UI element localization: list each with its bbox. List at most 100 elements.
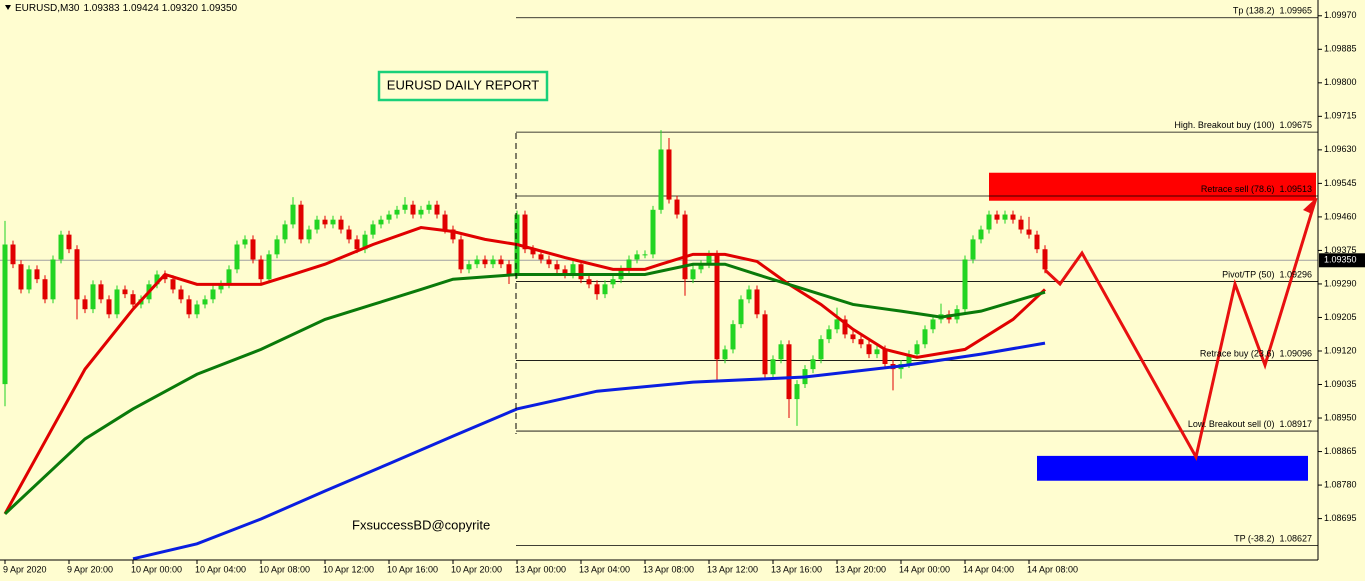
candle-body [74, 249, 80, 300]
x-tick-label: 13 Apr 00:00 [515, 564, 566, 574]
candle-body [26, 269, 32, 290]
x-tick-label: 9 Apr 2020 [3, 564, 47, 574]
candle-body [322, 219, 328, 225]
y-tick-label: 1.09460 [1324, 211, 1357, 221]
candle-body [330, 219, 336, 225]
candle-body [58, 234, 64, 260]
candle-body [658, 149, 664, 210]
candle-body [642, 254, 648, 256]
x-tick-label: 10 Apr 04:00 [195, 564, 246, 574]
candle-body [986, 214, 992, 230]
candle-body [186, 299, 192, 315]
candle-body [394, 209, 400, 215]
candle-body [90, 284, 96, 310]
candle-body [690, 269, 696, 280]
candle-body [250, 239, 256, 260]
y-tick-label: 1.08780 [1324, 479, 1357, 489]
level-name: Pivot/TP (50) [1222, 270, 1274, 280]
candle-body [610, 279, 616, 285]
candle-body [410, 204, 416, 215]
candle-body [130, 294, 136, 305]
candle-body [538, 254, 544, 260]
level-label: Tp (138.2) 1.09965 [1233, 6, 1312, 16]
candle-body [874, 349, 880, 355]
candle-body [962, 259, 968, 310]
zone [1037, 455, 1308, 481]
candle-body [378, 219, 384, 225]
candle-body [674, 199, 680, 215]
x-tick-label: 10 Apr 00:00 [131, 564, 182, 574]
chart-title: EURUSD DAILY REPORT [387, 77, 539, 92]
moving-average [3, 262, 1046, 515]
candle-body [554, 264, 560, 270]
candle-body [170, 279, 176, 290]
candle-body [562, 269, 568, 275]
candle-body [882, 349, 888, 364]
y-tick-label: 1.09375 [1324, 245, 1357, 255]
candle-body [1002, 214, 1008, 220]
y-tick-label: 1.09630 [1324, 144, 1357, 154]
candle-body [570, 264, 576, 275]
candle-body [314, 219, 320, 230]
last-price-box [1319, 253, 1365, 268]
level-value: 1.09675 [1279, 120, 1312, 130]
candle-body [722, 349, 728, 360]
x-tick-label: 13 Apr 08:00 [643, 564, 694, 574]
x-tick-label: 14 Apr 00:00 [899, 564, 950, 574]
candle-body [226, 269, 232, 285]
candle-body [922, 329, 928, 345]
y-tick-label: 1.09120 [1324, 345, 1357, 355]
candle-body [914, 344, 920, 355]
candle-body [626, 259, 632, 270]
candle-body [466, 264, 472, 270]
candle-body [698, 264, 704, 270]
candle-body [738, 299, 744, 325]
y-tick-label: 1.09970 [1324, 10, 1357, 20]
candle-body [858, 339, 864, 345]
level-value: 1.09096 [1279, 349, 1312, 359]
candle-body [810, 359, 816, 370]
candle-body [730, 324, 736, 350]
y-tick-label: 1.09885 [1324, 44, 1357, 54]
candle-body [506, 264, 512, 275]
candle-body [930, 319, 936, 330]
candle-body [818, 339, 824, 360]
level-name: TP (-38.2) [1234, 534, 1274, 544]
candle-body [234, 244, 240, 270]
header: EURUSD,M30 1.09383 1.09424 1.09320 1.09350 [15, 3, 238, 14]
header-close: 1.09350 [201, 3, 238, 14]
header-low: 1.09320 [162, 3, 199, 14]
candle-body [98, 284, 104, 300]
level-name: Retrace sell (78.6) [1201, 184, 1275, 194]
candle-body [162, 274, 168, 280]
candle-body [106, 299, 112, 315]
candle-body [258, 259, 264, 280]
level-label: Retrace sell (78.6) 1.09513 [1201, 184, 1312, 194]
level-label: High. Breakout buy (100) 1.09675 [1174, 120, 1312, 130]
candle-body [754, 289, 760, 315]
candle-body [546, 259, 552, 265]
candle-body [458, 239, 464, 270]
candle-body [18, 264, 24, 290]
candle-body [650, 209, 656, 255]
candle-body [770, 359, 776, 375]
candle-body [426, 204, 432, 210]
level-name: Low. Breakout sell (0) [1188, 419, 1275, 429]
candle-body [418, 209, 424, 215]
plot-area [0, 17, 1318, 561]
candle-body [786, 344, 792, 400]
level-value: 1.09513 [1279, 184, 1312, 194]
candle-body [442, 214, 448, 230]
candle-body [290, 204, 296, 225]
candle-body [826, 329, 832, 340]
candle-body [114, 289, 120, 315]
arrow-head [1303, 198, 1316, 214]
x-tick-label: 14 Apr 08:00 [1027, 564, 1078, 574]
candle-body [202, 299, 208, 305]
candle-body [866, 344, 872, 355]
candle-body [386, 214, 392, 220]
candle-body [362, 234, 368, 250]
menu-triangle[interactable] [5, 5, 11, 10]
